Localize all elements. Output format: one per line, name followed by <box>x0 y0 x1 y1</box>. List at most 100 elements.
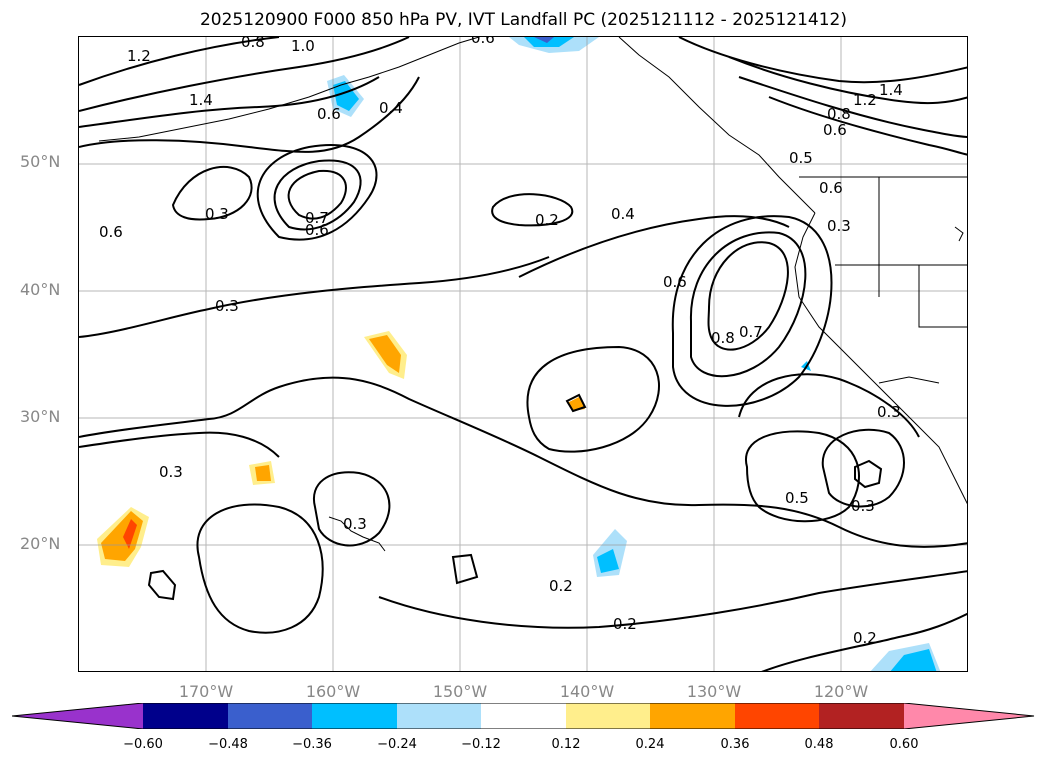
contour-label: 0.3 <box>851 497 875 515</box>
contour-center-loop <box>526 345 660 453</box>
contour-0-4-main <box>79 376 967 548</box>
contour-0-2-center <box>491 193 574 227</box>
contour-0-2-south <box>196 503 324 634</box>
contour-0-3-east <box>738 373 920 438</box>
colorbar-tick-label: −0.36 <box>292 737 332 752</box>
colorbar-tick-label: −0.60 <box>123 737 163 752</box>
contour-label: 0.8 <box>241 37 265 51</box>
colorbar-segment <box>312 703 397 729</box>
contour-label: 1.2 <box>127 47 151 65</box>
contour-0-7-loop <box>689 231 807 378</box>
lon-label-170w: 170°W <box>178 682 234 701</box>
anomaly-negative-alaska-core <box>333 81 359 111</box>
contour-label: 0.5 <box>789 149 813 167</box>
colorbar-tick-label: −0.24 <box>377 737 417 752</box>
contour-east-north-4 <box>678 37 967 84</box>
anomaly-negative-top-core <box>524 37 574 47</box>
colorbar-segment <box>481 703 566 729</box>
contour-label: 0.6 <box>663 273 687 291</box>
anomaly-negative-southeast-core <box>890 649 937 671</box>
contour-east-north-3 <box>728 56 967 105</box>
lat-label-50n: 50°N <box>20 152 61 171</box>
contour-0-2-southeast <box>378 570 967 629</box>
contour-cyclone-outer <box>256 144 378 241</box>
contour-label: 0.6 <box>317 105 341 123</box>
contour-0-8-loop <box>707 241 789 351</box>
contour-southwest-loop <box>312 471 391 547</box>
colorbar-tick-label: −0.48 <box>208 737 248 752</box>
contour-small-sw <box>147 569 177 601</box>
lon-label-130w: 130°W <box>686 682 742 701</box>
colorbar-tick-label: 0.48 <box>804 737 834 752</box>
lat-label-40n: 40°N <box>20 280 61 299</box>
contour-north-1 <box>79 37 280 86</box>
colorbar-segment <box>566 703 650 729</box>
anomaly-positive-southwest-peak <box>123 519 137 549</box>
contour-north-2 <box>79 37 410 112</box>
contour-cyclone-inner <box>287 169 347 220</box>
contour-label: 0.6 <box>819 179 843 197</box>
colorbar-segment <box>143 703 228 729</box>
colorbar-segment <box>650 703 735 729</box>
contour-west-loop <box>171 165 253 221</box>
contour-label: 0.3 <box>205 205 229 223</box>
contour-label: 0.3 <box>877 403 901 421</box>
great-basin-lake <box>954 226 964 242</box>
contour-cyclone-mid <box>273 159 362 231</box>
border-state-3 <box>918 265 967 328</box>
colorbar-tick-label: −0.12 <box>461 737 501 752</box>
shaded-anomalies <box>97 37 941 671</box>
map-panel: 1.2 0.8 1.0 0.6 1.4 0.6 0.4 0.6 0.3 0.7 … <box>78 36 968 672</box>
contour-0-5-east-loop <box>744 430 860 523</box>
contour-label: 0.6 <box>471 37 495 47</box>
contour-label: 0.2 <box>853 629 877 647</box>
coast-north-america <box>794 212 967 505</box>
lon-label-150w: 150°W <box>432 682 488 701</box>
colorbar-segment-under <box>12 703 143 729</box>
contour-0-3-southwest <box>79 431 280 458</box>
contour-label: 0.7 <box>739 323 763 341</box>
colorbar-segment <box>735 703 819 729</box>
contour-label: 0.2 <box>549 577 573 595</box>
contour-label: 1.2 <box>853 91 877 109</box>
contour-label: 1.4 <box>189 91 213 109</box>
coastlines <box>98 37 967 552</box>
contour-label: 0.4 <box>611 205 635 223</box>
contour-0-3-west <box>79 256 550 338</box>
anomaly-negative-south-core <box>597 549 619 573</box>
pv-contours <box>79 37 967 671</box>
colorbar <box>12 703 1035 729</box>
contour-0-6-east <box>518 215 790 278</box>
map-title: 2025120900 F000 850 hPa PV, IVT Landfall… <box>199 10 847 30</box>
contour-east-north-2 <box>768 96 967 156</box>
contour-label: 0.6 <box>823 121 847 139</box>
hawaii-islands <box>328 516 386 552</box>
contour-label: 0.3 <box>343 515 367 533</box>
anomaly-positive-central-core <box>369 335 401 373</box>
coast-alaska <box>98 37 480 142</box>
colorbar-segment <box>228 703 312 729</box>
contour-label: 0.3 <box>215 297 239 315</box>
contour-label: 0.2 <box>613 615 637 633</box>
contour-label: 0.6 <box>99 223 123 241</box>
contour-label: 0.3 <box>159 463 183 481</box>
lon-label-160w: 160°W <box>305 682 361 701</box>
colorbar-segment <box>819 703 904 729</box>
contour-label: 0.4 <box>379 99 403 117</box>
contour-label: 1.4 <box>879 81 903 99</box>
contour-0-6-loop <box>671 215 833 407</box>
lon-label-140w: 140°W <box>559 682 615 701</box>
contour-label: 0.8 <box>827 105 851 123</box>
contour-label: 0.8 <box>711 329 735 347</box>
contour-north-3 <box>79 76 380 128</box>
lat-label-20n: 20°N <box>20 534 61 553</box>
colorbar-outline <box>12 703 1035 729</box>
border-us-mexico <box>878 376 940 384</box>
coast-alaska-panhandle <box>618 37 816 214</box>
contour-small-center <box>565 393 587 413</box>
contour-0-3-east-loop <box>821 428 905 508</box>
graticule <box>79 37 967 671</box>
colorbar-tick-label: 0.36 <box>720 737 750 752</box>
contour-0-2-bottom <box>761 612 967 671</box>
lat-label-30n: 30°N <box>20 407 61 426</box>
